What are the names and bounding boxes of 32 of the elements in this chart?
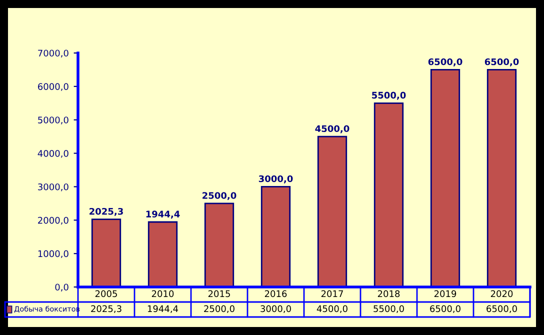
text: 2500,0: [202, 192, 236, 200]
text: 5500,0: [372, 92, 406, 100]
x-tick-label: 2017: [321, 290, 343, 298]
text: 6500,0: [484, 58, 519, 66]
x-tick-label: 2010: [152, 290, 174, 298]
y-tick-label: 2000,0: [38, 216, 68, 225]
y-tick-label: 5000,0: [38, 116, 68, 124]
data-label: 3000,0: [260, 305, 291, 314]
data-label: 2025,3: [91, 305, 122, 314]
x-tick-label: 2016: [264, 290, 287, 298]
y-tick-label: 4000,0: [38, 150, 68, 158]
text: 3000,0: [258, 175, 293, 184]
y-tick-label: 0,0: [55, 284, 68, 292]
y-tick-label: 3000,0: [38, 183, 68, 192]
x-tick-label: 2020: [490, 290, 513, 298]
x-tick-label: 2015: [208, 290, 230, 298]
y-tick-label: 6000,0: [38, 83, 68, 91]
text: 1944,4: [146, 210, 180, 219]
y-tick-label: 1000,0: [38, 250, 68, 258]
data-label: 6500,0: [430, 305, 460, 314]
data-label: 2500,0: [204, 305, 234, 314]
x-tick-label: 2019: [434, 290, 456, 298]
data-label: 5500,0: [374, 305, 404, 314]
text: 4500,0: [315, 125, 350, 134]
data-label: 4500,0: [316, 305, 348, 314]
text: 6500,0: [428, 58, 462, 66]
x-tick-label: 2005: [95, 290, 117, 298]
y-tick-label: 7000,0: [38, 50, 68, 58]
text: 2025,3: [90, 208, 123, 216]
data-label: 6500,0: [486, 305, 517, 314]
x-tick-label: 2018: [378, 290, 400, 298]
data-label: 1944,4: [148, 305, 178, 314]
